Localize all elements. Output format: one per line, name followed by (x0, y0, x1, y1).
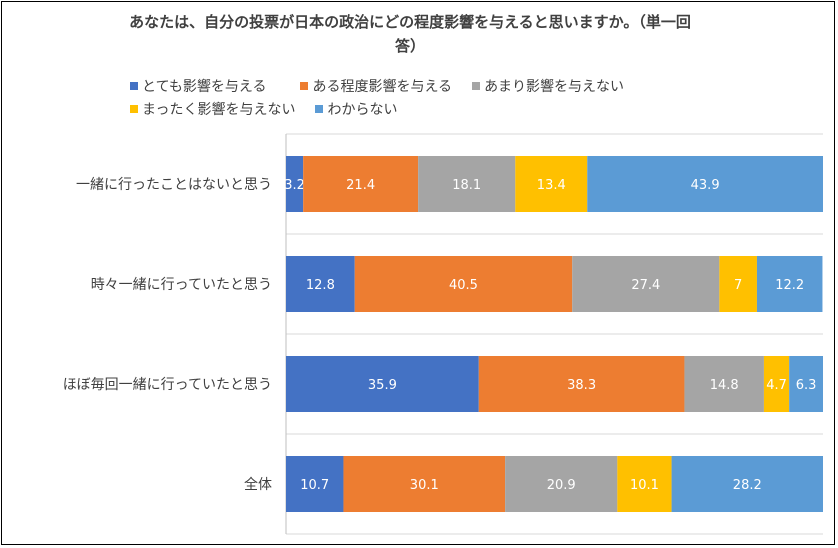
legend-item-very: とても影響を与える (130, 76, 266, 96)
legend-label: まったく影響を与えない (142, 101, 296, 118)
bar-segment (515, 156, 588, 212)
data-label: 6.3 (796, 378, 817, 393)
data-label: 10.7 (300, 478, 329, 493)
data-label: 21.4 (346, 178, 375, 193)
bar-segment (286, 156, 304, 212)
bar-segment (572, 256, 720, 312)
legend-label: とても影響を与える (142, 78, 267, 95)
data-label: 30.1 (410, 478, 439, 493)
legend-swatch (130, 81, 138, 90)
legend-swatch (130, 104, 138, 113)
chart-legend: とても影響を与える ある程度影響を与える あまり影響を与えない まったく影響を与… (130, 74, 730, 120)
bar-segment (684, 356, 764, 412)
legend-item-unknown: わからない (315, 99, 397, 119)
bar-segment (719, 256, 757, 312)
data-label: 3.2 (284, 178, 305, 193)
bar-segment (303, 156, 419, 212)
bar-segment (286, 256, 355, 312)
bar-segment (286, 456, 344, 512)
legend-label: ある程度影響を与える (312, 78, 453, 95)
data-label: 4.7 (766, 378, 787, 393)
bar-segment (478, 356, 685, 412)
legend-label: あまり影響を与えない (484, 78, 625, 95)
legend-row-2: まったく影響を与えない わからない (130, 97, 730, 120)
bar-segment (789, 356, 823, 412)
category-label: 全体 (244, 476, 272, 493)
data-label: 40.5 (449, 278, 478, 293)
data-label: 12.8 (306, 278, 335, 293)
category-label: 一緒に行ったことはないと思う (76, 177, 272, 193)
bar-segment (617, 456, 672, 512)
data-label: 10.1 (630, 478, 659, 493)
data-label: 27.4 (631, 278, 660, 293)
legend-swatch (300, 81, 309, 90)
data-label: 7 (734, 278, 742, 293)
bar-segment (671, 456, 823, 512)
bar-segment (418, 156, 516, 212)
chart-title-line-2: 答） (394, 37, 425, 55)
category-label: 時々一緒に行っていたと思う (91, 277, 272, 293)
data-label: 12.2 (775, 278, 804, 293)
bar-segment (343, 456, 506, 512)
data-label: 35.9 (368, 378, 397, 393)
category-label: ほぼ毎回一緒に行っていたと思う (63, 377, 272, 393)
data-label: 14.8 (710, 378, 739, 393)
bar-segment (763, 356, 790, 412)
data-label: 18.1 (452, 178, 481, 193)
legend-item-not-much: あまり影響を与えない (472, 76, 624, 96)
data-label: 28.2 (733, 478, 762, 493)
legend-item-somewhat: ある程度影響を与える (300, 76, 452, 96)
legend-swatch (472, 81, 481, 90)
chart-title: あなたは、自分の投票が日本の政治にどの程度影響を与えると思いますか。（単一回 答… (60, 10, 760, 58)
bar-segment (587, 156, 823, 212)
data-label: 20.9 (547, 478, 576, 493)
data-label: 38.3 (567, 378, 596, 393)
bar-segment (756, 256, 823, 312)
chart-title-line-1: あなたは、自分の投票が日本の政治にどの程度影響を与えると思いますか。（単一回 (129, 13, 691, 31)
legend-row-1: とても影響を与える ある程度影響を与える あまり影響を与えない (130, 74, 730, 97)
data-label: 13.4 (537, 178, 566, 193)
legend-item-not-at-all: まったく影響を与えない (130, 99, 295, 119)
bar-segment (286, 356, 479, 412)
legend-swatch (315, 104, 324, 113)
bar-segment (354, 256, 573, 312)
legend-label: わからない (327, 101, 398, 118)
data-label: 43.9 (691, 178, 720, 193)
bar-segment (505, 456, 618, 512)
